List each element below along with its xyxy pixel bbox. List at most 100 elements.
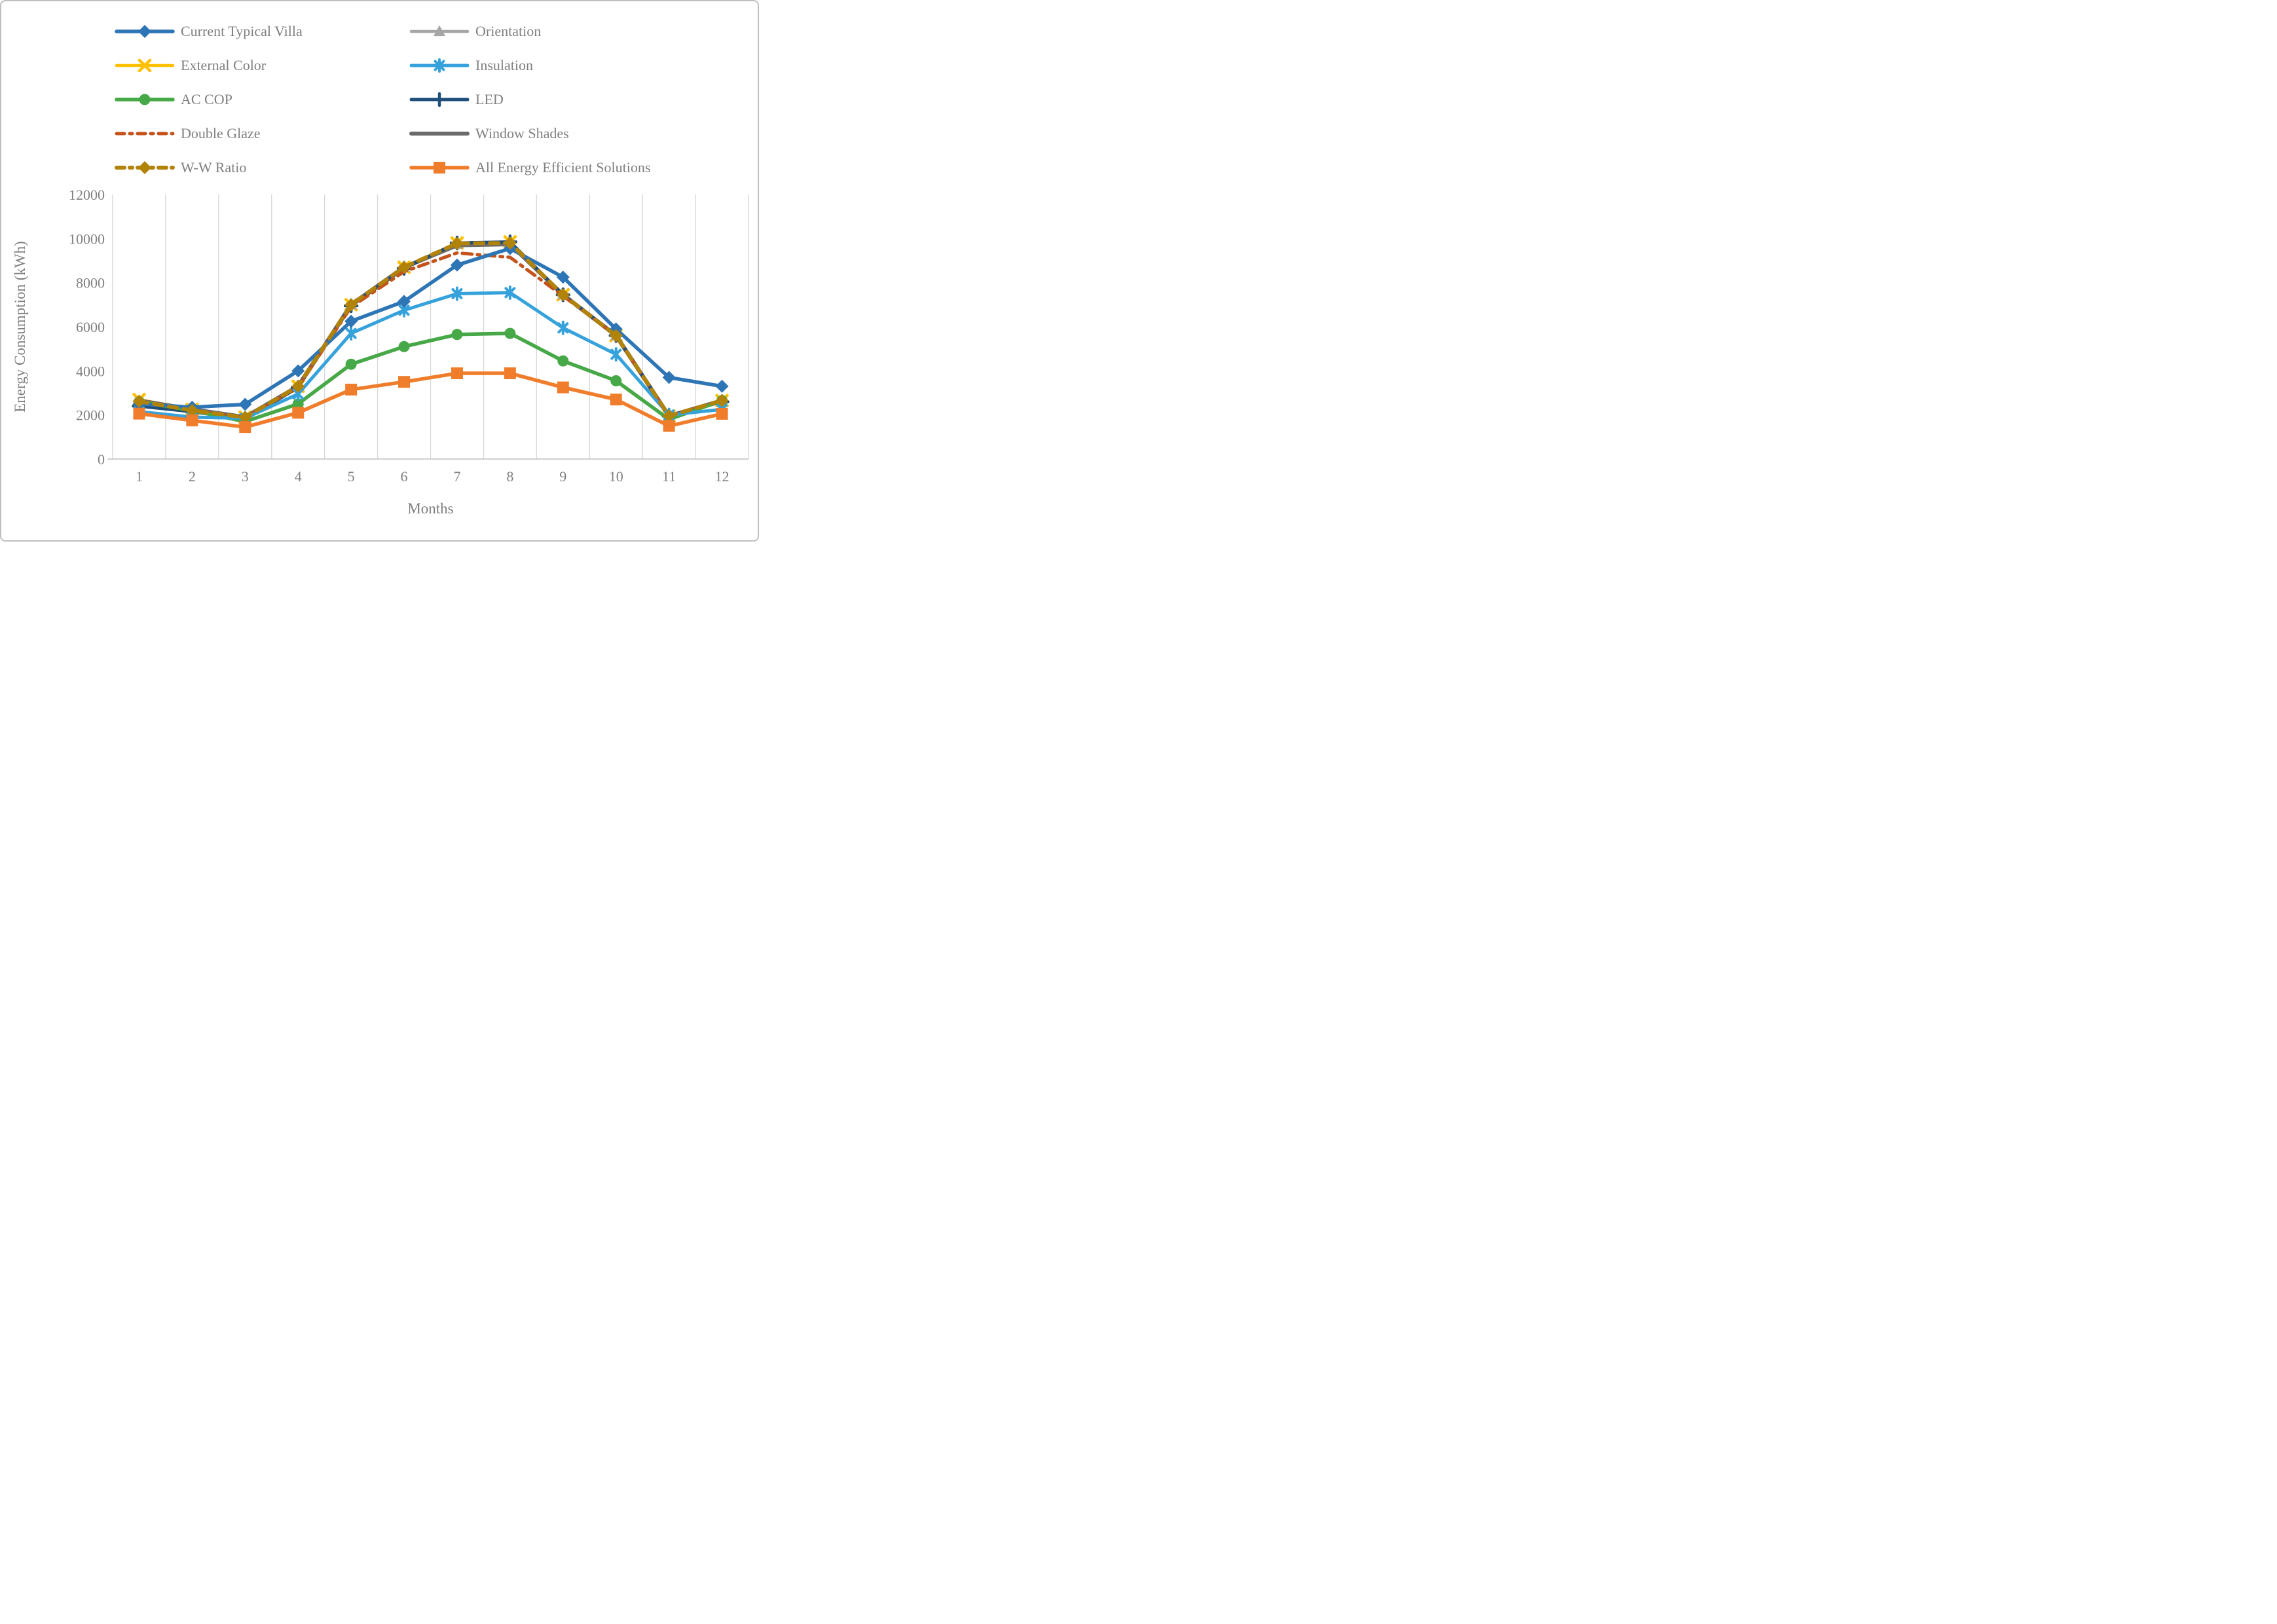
- legend-item-ac-cop: AC COP: [115, 83, 409, 117]
- square-marker-icon: [186, 415, 198, 427]
- asterisk-marker-icon: [451, 286, 463, 301]
- asterisk-marker-icon: [610, 347, 622, 362]
- y-tick-label: 6000: [76, 319, 105, 335]
- y-tick-label: 12000: [69, 187, 105, 203]
- y-tick-label: 4000: [76, 363, 105, 379]
- diamond-marker-icon: [344, 298, 358, 312]
- triangle-marker-icon: [433, 25, 446, 37]
- y-axis-title: Energy Consumption (kWh): [12, 241, 28, 413]
- legend-double-glaze-marker-icon: [115, 132, 175, 136]
- x-tick-label: 5: [348, 468, 355, 485]
- legend-w-w-ratio-marker-icon: [115, 161, 175, 174]
- x-tick-label: 2: [189, 468, 196, 485]
- square-marker-icon: [345, 383, 358, 396]
- x-tick-label: 3: [242, 468, 249, 485]
- x-tick-label: 6: [401, 468, 408, 485]
- diamond-marker-icon: [662, 371, 676, 384]
- legend-item-label: Insulation: [475, 57, 533, 73]
- legend-item-window-shades: Window Shades: [409, 117, 704, 151]
- diamond-marker-icon: [238, 397, 252, 411]
- asterisk-marker-icon: [345, 326, 357, 341]
- legend-item-label: All Energy Efficient Solutions: [475, 159, 651, 175]
- legend-item-current-typical-villa: Current Typical Villa: [115, 14, 409, 48]
- legend-item-label: Double Glaze: [181, 125, 261, 141]
- diamond-marker-icon: [450, 258, 464, 272]
- diamond-marker-icon: [715, 394, 729, 407]
- diamond-marker-icon: [398, 261, 411, 274]
- circle-marker-icon: [139, 94, 151, 105]
- legend: Current Typical Villa Orientation External…: [115, 14, 704, 185]
- legend-ac-cop-marker-icon: [115, 94, 175, 105]
- diamond-marker-icon: [132, 394, 146, 408]
- square-marker-icon: [292, 407, 305, 419]
- y-axis-title-wrap: Energy Consumption (kWh): [5, 194, 35, 459]
- legend-insulation-marker-icon: [409, 58, 470, 73]
- plus-marker-icon: [432, 92, 447, 107]
- square-marker-icon: [610, 394, 622, 406]
- legend-item-all-energy-efficient-solutions: All Energy Efficient Solutions: [409, 151, 704, 185]
- square-marker-icon: [557, 381, 569, 394]
- series-all-energy-efficient-solutions: [133, 367, 728, 434]
- square-marker-icon: [504, 367, 516, 380]
- series-line-all-energy-efficient-solutions: [137, 371, 724, 429]
- legend-orientation-marker-icon: [409, 25, 470, 37]
- diamond-marker-icon: [185, 403, 199, 417]
- legend-item-external-color: External Color: [115, 48, 409, 83]
- legend-item-double-glaze: Double Glaze: [115, 117, 409, 151]
- circle-marker-icon: [292, 398, 304, 410]
- x-tick-label: 7: [453, 468, 460, 485]
- asterisk-marker-icon: [504, 285, 516, 300]
- square-marker-icon: [451, 367, 463, 380]
- legend-led-marker-icon: [409, 92, 470, 107]
- diamond-marker-icon: [556, 288, 570, 302]
- diamond-marker-icon: [344, 314, 358, 328]
- square-marker-icon: [398, 376, 411, 388]
- square-marker-icon: [663, 420, 675, 432]
- legend-item-orientation: Orientation: [409, 14, 704, 48]
- legend-item-insulation: Insulation: [409, 48, 704, 83]
- diamond-marker-icon: [138, 161, 151, 174]
- square-marker-icon: [716, 407, 728, 420]
- legend-item-label: Orientation: [475, 23, 542, 39]
- circle-marker-icon: [451, 329, 463, 341]
- legend-item-label: LED: [475, 91, 504, 107]
- legend-current-typical-villa-marker-icon: [115, 25, 175, 38]
- diamond-marker-icon: [556, 270, 570, 284]
- diamond-marker-icon: [398, 295, 411, 308]
- circle-marker-icon: [398, 341, 410, 352]
- circle-marker-icon: [345, 358, 357, 370]
- y-tick-label: 2000: [76, 407, 105, 424]
- diamond-marker-icon: [715, 379, 729, 393]
- circle-marker-icon: [557, 355, 569, 367]
- square-marker-icon: [434, 162, 445, 174]
- series-line-w-w-ratio: [137, 241, 724, 420]
- series-line-current-typical-villa: [137, 246, 724, 409]
- series-line-ac-cop: [137, 331, 724, 424]
- x-tick-label: 10: [609, 468, 623, 485]
- x-tick-label: 9: [559, 468, 566, 485]
- diamond-marker-icon: [291, 379, 305, 393]
- diamond-marker-icon: [503, 236, 517, 250]
- diamond-marker-icon: [450, 236, 464, 250]
- legend-item-label: External Color: [181, 57, 267, 73]
- legend-item-led: LED: [409, 83, 704, 117]
- legend-item-w-w-ratio: W-W Ratio: [115, 151, 409, 185]
- chart-figure: 0 2000 4000 6000 8000 10000 12000 1 2 3 4 5 6 7 8 9 10 11…: [0, 0, 759, 542]
- diamond-marker-icon: [138, 25, 151, 38]
- legend-item-label: W-W Ratio: [181, 159, 247, 175]
- square-marker-icon: [133, 407, 145, 420]
- diamond-marker-icon: [609, 329, 623, 342]
- x-tick-label: 12: [715, 468, 730, 485]
- circle-marker-icon: [504, 327, 516, 339]
- legend-item-label: Current Typical Villa: [181, 23, 303, 39]
- square-marker-icon: [239, 421, 251, 434]
- series-w-w-ratio: [132, 236, 729, 424]
- x-tick-label: 8: [506, 468, 513, 485]
- x-tick-label: 11: [662, 468, 676, 485]
- y-tick-label: 10000: [69, 231, 105, 247]
- x-axis-title: Months: [407, 500, 454, 517]
- asterisk-marker-icon: [557, 320, 569, 335]
- y-tick-label: 0: [98, 451, 105, 468]
- legend-window-shades-marker-icon: [409, 132, 470, 136]
